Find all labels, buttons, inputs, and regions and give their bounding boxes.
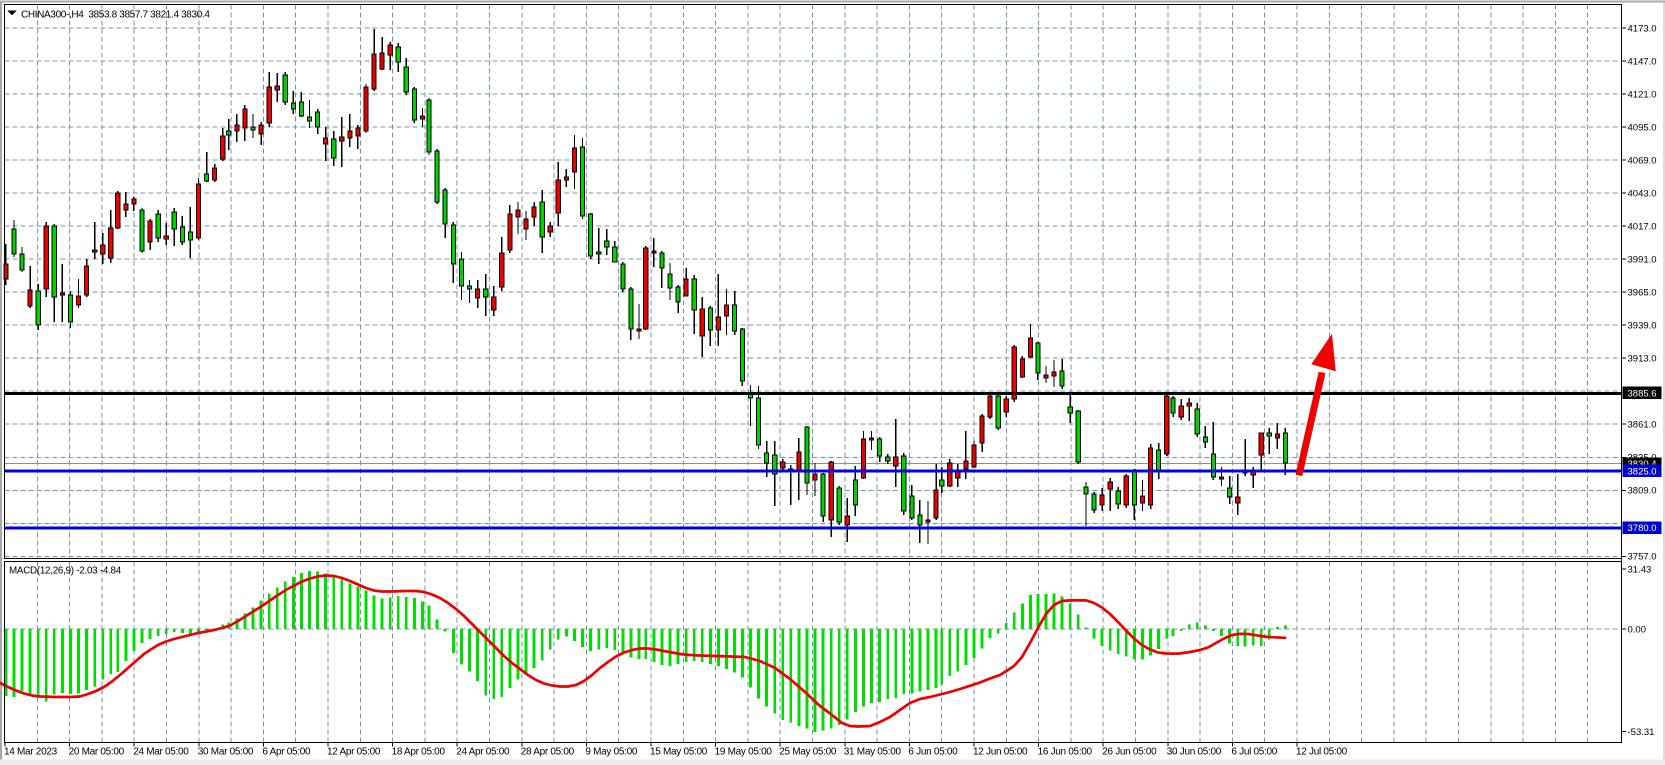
svg-text:12 Jul 05:00: 12 Jul 05:00 bbox=[1296, 747, 1348, 758]
svg-text:0.00: 0.00 bbox=[1628, 625, 1647, 636]
svg-text:3913.0: 3913.0 bbox=[1628, 354, 1657, 365]
svg-text:19 May 05:00: 19 May 05:00 bbox=[715, 747, 773, 758]
svg-text:20 Mar 05:00: 20 Mar 05:00 bbox=[69, 747, 125, 758]
svg-text:31.43: 31.43 bbox=[1628, 565, 1652, 576]
svg-text:-53.31: -53.31 bbox=[1628, 727, 1655, 738]
svg-text:4017.0: 4017.0 bbox=[1628, 222, 1657, 233]
svg-text:6 Jun 05:00: 6 Jun 05:00 bbox=[908, 747, 958, 758]
svg-text:18 Apr 05:00: 18 Apr 05:00 bbox=[392, 747, 446, 758]
svg-text:16 Jun 05:00: 16 Jun 05:00 bbox=[1038, 747, 1093, 758]
svg-text:4043.0: 4043.0 bbox=[1628, 189, 1657, 200]
svg-text:4069.0: 4069.0 bbox=[1628, 156, 1657, 167]
svg-text:3991.0: 3991.0 bbox=[1628, 255, 1657, 266]
svg-text:4121.0: 4121.0 bbox=[1628, 89, 1657, 100]
svg-text:9 May 05:00: 9 May 05:00 bbox=[585, 747, 637, 758]
svg-text:3780.0: 3780.0 bbox=[1628, 523, 1657, 534]
svg-text:25 May 05:00: 25 May 05:00 bbox=[779, 747, 837, 758]
svg-text:14 Mar 2023: 14 Mar 2023 bbox=[4, 747, 58, 758]
svg-text:12 Jun 05:00: 12 Jun 05:00 bbox=[973, 747, 1028, 758]
svg-text:3809.0: 3809.0 bbox=[1628, 486, 1657, 497]
svg-text:30 Mar 05:00: 30 Mar 05:00 bbox=[198, 747, 254, 758]
svg-text:30 Jun 05:00: 30 Jun 05:00 bbox=[1167, 747, 1222, 758]
svg-text:3939.0: 3939.0 bbox=[1628, 321, 1657, 332]
svg-text:3965.0: 3965.0 bbox=[1628, 288, 1657, 299]
svg-text:6 Jul 05:00: 6 Jul 05:00 bbox=[1231, 747, 1277, 758]
svg-text:24 Apr 05:00: 24 Apr 05:00 bbox=[456, 747, 510, 758]
svg-text:3757.0: 3757.0 bbox=[1628, 552, 1657, 563]
svg-text:3885.6: 3885.6 bbox=[1628, 388, 1657, 399]
svg-text:26 Jun 05:00: 26 Jun 05:00 bbox=[1102, 747, 1157, 758]
svg-text:12 Apr 05:00: 12 Apr 05:00 bbox=[327, 747, 381, 758]
svg-text:CHINA300-,H4 3853.8 3857.7 38: CHINA300-,H4 3853.8 3857.7 3821.4 3830.4 bbox=[21, 10, 210, 21]
svg-text:6 Apr 05:00: 6 Apr 05:00 bbox=[262, 747, 311, 758]
svg-text:15 May 05:00: 15 May 05:00 bbox=[650, 747, 708, 758]
svg-text:4147.0: 4147.0 bbox=[1628, 56, 1657, 67]
svg-text:4095.0: 4095.0 bbox=[1628, 123, 1657, 134]
svg-text:31 May 05:00: 31 May 05:00 bbox=[844, 747, 902, 758]
svg-text:MACD(12,26,9) -2.03 -4.84: MACD(12,26,9) -2.03 -4.84 bbox=[9, 566, 122, 577]
svg-text:28 Apr 05:00: 28 Apr 05:00 bbox=[521, 747, 575, 758]
svg-text:24 Mar 05:00: 24 Mar 05:00 bbox=[133, 747, 189, 758]
svg-text:4173.0: 4173.0 bbox=[1628, 23, 1657, 34]
svg-text:3861.0: 3861.0 bbox=[1628, 420, 1657, 431]
svg-text:3825.0: 3825.0 bbox=[1628, 466, 1657, 477]
